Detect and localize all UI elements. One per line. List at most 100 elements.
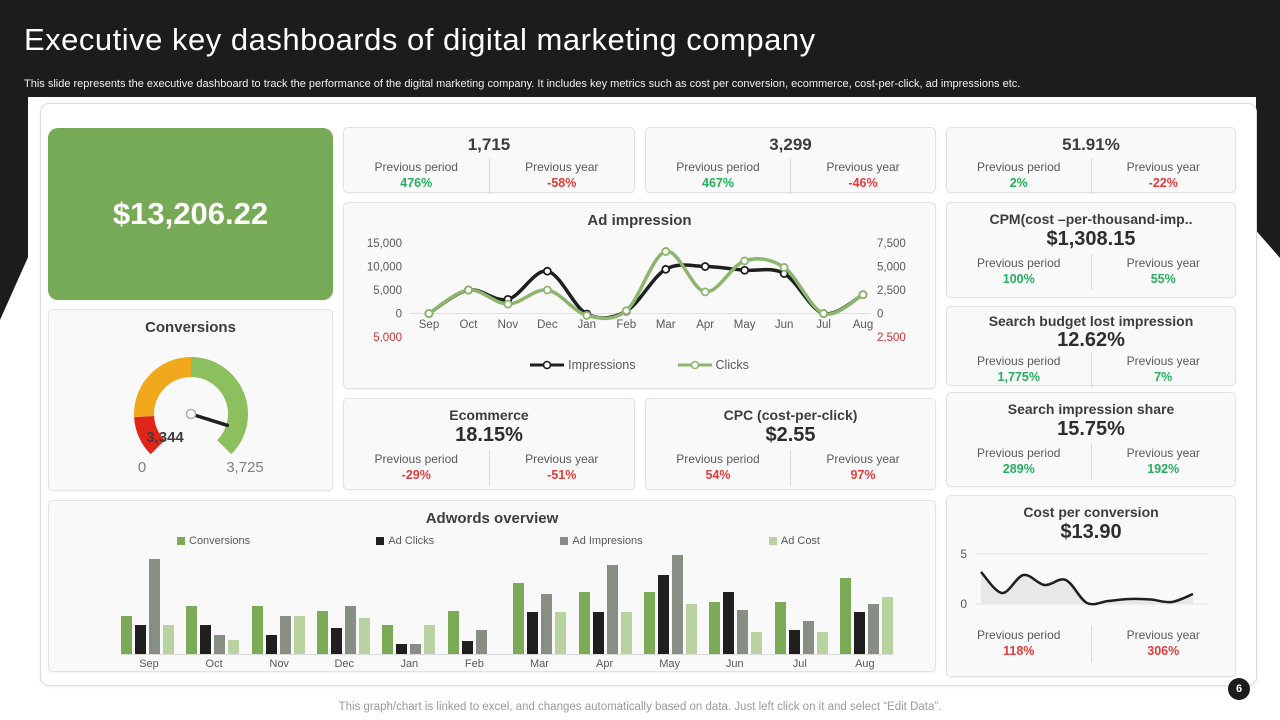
bar-group-nov [251, 606, 305, 654]
bar-group-apr [578, 565, 632, 654]
month-label: Jun [725, 658, 744, 670]
right-band-shape [1256, 96, 1280, 258]
bar [685, 604, 697, 654]
spark-line [980, 571, 1194, 606]
prev-period-block: Previous period 100% [977, 256, 1061, 286]
prev-year-block: Previous year 306% [1090, 626, 1236, 662]
bar [200, 625, 212, 654]
bar [265, 635, 277, 654]
data-point [779, 263, 789, 272]
bar [121, 616, 132, 654]
prev-period-block: Previous period 2% [977, 160, 1061, 190]
bar-group-jul [774, 602, 828, 654]
bar [802, 621, 814, 654]
spark-axis-tick: 5 [960, 547, 967, 561]
left-axis-tick: 5,000 [373, 332, 402, 344]
kpi-card-rate[interactable]: 51.91% Previous period 2% Previous year … [946, 127, 1236, 194]
month-label: Jul [816, 319, 831, 331]
bar [396, 644, 408, 654]
cpm-card[interactable]: CPM(cost –per-thousand-imp.. $1,308.15 P… [946, 202, 1236, 298]
search-budget-lost-impression-card[interactable]: Search budget lost impression 12.62% Pre… [946, 306, 1236, 388]
month-label: Jul [792, 658, 807, 670]
bar [774, 602, 786, 654]
series-line-clicks [427, 249, 865, 321]
search-impression-share-card[interactable]: Search impression share 15.75% Previous … [946, 392, 1236, 487]
month-label: Oct [460, 319, 479, 331]
bar-group-jun [709, 592, 763, 654]
gauge-needle [188, 412, 229, 428]
cpc-card[interactable]: CPC (cost-per-click) $2.55 Previous peri… [645, 398, 936, 490]
kpi-card-impressions[interactable]: 1,715 Previous period 476% Previous year… [343, 127, 635, 194]
bar [578, 592, 590, 654]
line-chart-legend: Impressions Clicks [344, 358, 935, 372]
kpi-card-clicks[interactable]: 3,299 Previous period 467% Previous year… [645, 127, 936, 194]
data-point [740, 265, 750, 275]
bar [555, 612, 567, 654]
prev-period-block: Previous period 476% [374, 160, 458, 190]
prev-period-block: Previous period 467% [676, 160, 760, 190]
data-point [740, 256, 750, 266]
gauge-min-label: 0 [137, 459, 145, 476]
bar [592, 612, 604, 654]
bar [751, 632, 763, 654]
bar [853, 612, 865, 654]
kpi-value: 3,299 [769, 135, 812, 154]
page-number-badge: 6 [1228, 678, 1250, 700]
spark-area [981, 572, 1193, 605]
bar [737, 610, 749, 654]
data-point [858, 290, 868, 300]
month-label: Apr [595, 658, 614, 670]
month-label: Dec [334, 658, 355, 670]
conversions-gauge: 3,344 0 3,725 [49, 340, 332, 480]
bar [723, 592, 735, 654]
month-label: Jun [775, 319, 794, 331]
prev-period-block: Previous period 54% [676, 452, 760, 482]
bar [424, 625, 436, 654]
bar [839, 578, 851, 654]
prev-period-block: Previous period -29% [374, 452, 458, 482]
bar [331, 628, 343, 654]
legend-item-ad-clicks: Ad Clicks [376, 535, 434, 547]
right-axis-tick: 2,500 [877, 332, 906, 344]
legend-item-clicks: Clicks [677, 358, 749, 372]
month-label: Sep [139, 658, 159, 670]
right-axis-tick: 2,500 [877, 285, 906, 297]
bar [788, 630, 800, 654]
right-axis-tick: 5,000 [877, 262, 906, 274]
bar [709, 602, 721, 654]
adwords-bars [121, 549, 893, 655]
month-label: Apr [696, 319, 714, 331]
left-axis-tick: 0 [396, 309, 402, 321]
conversions-gauge-card[interactable]: Conversions 3,344 0 3,725 [48, 309, 333, 491]
month-label: Jan [578, 319, 597, 331]
right-axis-tick: 7,500 [877, 238, 906, 250]
series-line-impressions [427, 263, 865, 320]
ad-impression-line-chart: 15,000 10,000 5,000 0 5,000 7,500 5,000 2,500 0 2… [344, 229, 935, 356]
bar [317, 611, 329, 654]
month-label: Oct [205, 658, 223, 670]
ecommerce-card[interactable]: Ecommerce 18.15% Previous period -29% Pr… [343, 398, 635, 490]
bar-chart-legend: Conversions Ad Clicks Ad Impresions Ad Cost [49, 535, 935, 547]
prev-year-block: Previous year -58% [488, 158, 635, 194]
revenue-box[interactable]: $13,206.22 [48, 128, 333, 300]
adwords-overview-chart-card[interactable]: Adwords overview Conversions Ad Clicks Ad … [48, 500, 936, 672]
bar [461, 641, 473, 654]
bar [816, 632, 828, 654]
data-point [700, 262, 710, 271]
bar [345, 606, 357, 654]
bar [513, 583, 525, 654]
right-axis-tick: 0 [877, 309, 883, 321]
gauge-value: 3,344 [146, 429, 184, 446]
prev-period-block: Previous period 289% [977, 446, 1061, 476]
data-point [621, 306, 631, 316]
data-point [661, 264, 671, 274]
legend-item-ad-impresions: Ad Impresions [560, 535, 643, 547]
data-point [542, 285, 552, 295]
ad-impression-chart-card[interactable]: Ad impression 15,000 10,000 5,000 0 5,000 7,5… [343, 202, 936, 389]
kpi-value: 51.91% [1062, 135, 1120, 154]
bar [214, 635, 226, 654]
bar [867, 604, 879, 654]
data-point [582, 310, 592, 320]
